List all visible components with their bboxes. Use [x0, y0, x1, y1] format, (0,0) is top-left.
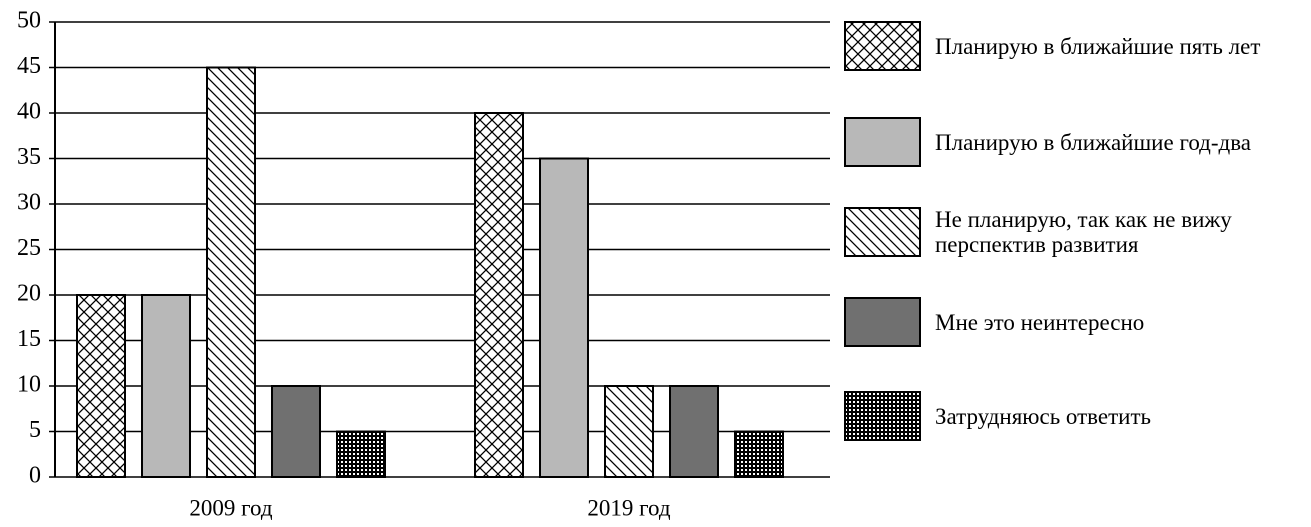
legend-label: Мне это неинтересно [935, 309, 1145, 335]
y-tick-label: 0 [29, 463, 41, 489]
y-tick-label: 40 [17, 99, 41, 125]
y-tick-label: 20 [17, 281, 41, 307]
y-tick-label: 50 [17, 8, 41, 34]
y-tick-label: 10 [17, 372, 41, 398]
legend-swatch [844, 117, 921, 167]
y-tick-label: 25 [17, 235, 41, 261]
bar [669, 385, 719, 478]
y-tick-label: 15 [17, 326, 41, 352]
bar [141, 294, 191, 478]
legend-label: Не планирую, так как не вижу перспектив … [935, 207, 1232, 257]
legend-swatch [844, 21, 921, 71]
bar [271, 385, 321, 478]
y-tick-label: 30 [17, 190, 41, 216]
legend-label: Планирую в ближайшие пять лет [935, 33, 1261, 59]
bar [734, 430, 784, 478]
legend-swatch [844, 207, 921, 257]
y-tick-label: 45 [17, 53, 41, 79]
legend-label: Планирую в ближайшие год-два [935, 129, 1251, 155]
bar [206, 66, 256, 478]
x-tick-label: 2019 год [587, 495, 670, 520]
y-tick-label: 35 [17, 144, 41, 170]
legend-label: Затрудняюсь ответить [935, 403, 1152, 429]
bar [604, 385, 654, 478]
legend-swatch [844, 297, 921, 347]
y-tick-label: 5 [29, 417, 41, 443]
x-tick-label: 2009 год [189, 495, 272, 520]
bar [336, 430, 386, 478]
bar [474, 112, 524, 478]
legend-swatch [844, 391, 921, 441]
bar [76, 294, 126, 478]
bar [539, 157, 589, 478]
